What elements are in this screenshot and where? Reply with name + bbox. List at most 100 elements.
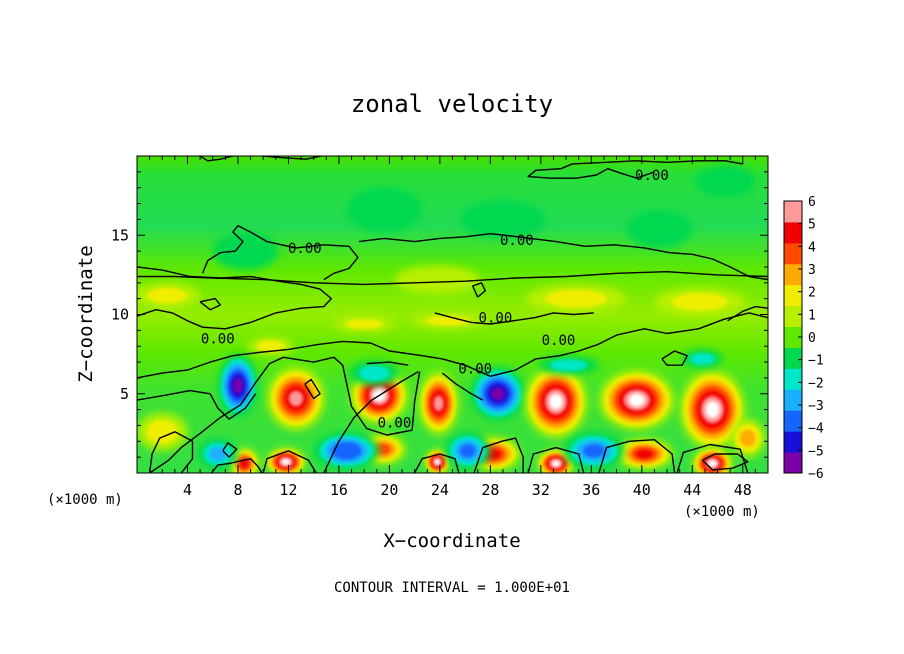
- x-axis-label: X−coordinate: [383, 530, 520, 552]
- colorbar-band: [784, 347, 802, 369]
- zero-contour-line: [199, 297, 221, 311]
- plot-area: 0.00 0.00 0.00 0.00 0.00 0.00 0.00 0.00: [137, 156, 768, 473]
- velocity-cell: [460, 200, 546, 239]
- zero-contour-line: [359, 233, 768, 281]
- cell-band: [146, 420, 178, 444]
- velocity-cell: [563, 431, 625, 470]
- colorbar-tick-label: −3: [808, 399, 824, 414]
- cell-band: [288, 390, 304, 407]
- contour-label: 0.00: [288, 241, 322, 257]
- colorbar-band: [784, 263, 802, 286]
- contour-label: 0.00: [458, 361, 492, 377]
- cell-band: [281, 458, 291, 465]
- x-tick-label: 48: [734, 481, 752, 499]
- colorbar-tick-label: 2: [808, 286, 816, 301]
- x-tick-label: 40: [633, 481, 651, 499]
- x-tick-label: 28: [481, 481, 499, 499]
- velocity-cell: [626, 209, 693, 248]
- cell-band: [694, 165, 756, 198]
- velocity-cell: [349, 360, 400, 386]
- x-tick-label: 16: [330, 481, 348, 499]
- cell-band: [705, 401, 720, 418]
- cell-band: [549, 359, 588, 372]
- velocity-cell: [524, 365, 588, 439]
- contour-label: 0.00: [635, 168, 669, 184]
- colorbar-band: [784, 452, 802, 474]
- zero-contour-line: [366, 361, 409, 366]
- contour-label: 0.00: [378, 415, 412, 431]
- x-tick-label: 20: [380, 481, 398, 499]
- cell-band: [549, 394, 563, 410]
- colorbar-band: [784, 305, 802, 328]
- colorbar-tick-label: 5: [808, 218, 816, 233]
- cell-band: [358, 365, 390, 381]
- velocity-cell: [692, 447, 733, 473]
- zero-contour-line: [304, 378, 321, 400]
- x-tick-label: 12: [279, 481, 297, 499]
- zero-contour-line: [473, 437, 524, 473]
- cell-band: [208, 446, 227, 462]
- colorbar-band: [784, 410, 802, 432]
- cell-band: [345, 319, 383, 329]
- zero-contour-line: [323, 370, 419, 473]
- colorbar-band: [784, 368, 802, 390]
- cell-band: [337, 445, 356, 457]
- cell-band: [476, 207, 530, 232]
- cell-band: [394, 265, 481, 294]
- colorbar-tick-label: −1: [808, 354, 824, 369]
- velocity-cell: [412, 312, 483, 329]
- contour-label: 0.00: [500, 233, 534, 249]
- cell-band: [583, 444, 605, 458]
- cell-band: [459, 444, 476, 458]
- footer-contour-interval: CONTOUR INTERVAL = 1.000E+01: [334, 580, 570, 596]
- x-unit-left: (×1000 m): [47, 492, 123, 508]
- zero-contour-line: [413, 453, 460, 473]
- x-tick-label: 32: [532, 481, 550, 499]
- y-tick-label: 15: [111, 226, 129, 244]
- cell-band: [671, 293, 728, 311]
- x-tick-label: 8: [233, 481, 242, 499]
- colorbar: 6 5 4 3 2 1 0 −1 −2 −3 −4 −5 −6: [783, 195, 824, 482]
- velocity-cell: [682, 349, 723, 369]
- velocity-cell: [694, 165, 756, 198]
- zero-contour-line: [727, 305, 768, 322]
- colorbar-band: [784, 389, 802, 411]
- zero-contour-line: [598, 439, 676, 473]
- colorbar-tick-label: 3: [808, 263, 816, 278]
- zero-contour-line: [199, 156, 234, 162]
- contour-labels: 0.00 0.00 0.00 0.00 0.00 0.00 0.00 0.00: [201, 168, 669, 431]
- cell-band: [636, 449, 653, 459]
- colorbar-tick-label: 1: [808, 308, 816, 323]
- y-axis: 5 10 15: [111, 171, 768, 458]
- velocity-cell: [346, 187, 423, 233]
- velocity-cell: [444, 431, 491, 470]
- zero-contours: [137, 156, 768, 473]
- colorbar-band: [784, 326, 802, 348]
- zero-contour-line: [676, 443, 749, 473]
- cell-band: [425, 315, 470, 326]
- cell-band: [147, 287, 188, 304]
- zero-contour-line: [137, 271, 768, 286]
- y-axis-label: Z−coordinate: [75, 245, 97, 382]
- x-tick-label: 36: [582, 481, 600, 499]
- colorbar-tick-label: −6: [808, 467, 824, 482]
- cell-band: [708, 460, 717, 467]
- zero-contour-line: [210, 458, 263, 473]
- cell-band: [545, 289, 608, 308]
- zero-contour-line: [148, 431, 194, 473]
- x-tick-label: 4: [183, 481, 192, 499]
- colorbar-band: [784, 221, 802, 244]
- zero-contour-line: [222, 442, 238, 458]
- cell-band: [689, 353, 715, 365]
- contour-label: 0.00: [479, 311, 513, 327]
- velocity-cell: [525, 284, 627, 313]
- velocity-cell: [137, 282, 201, 309]
- velocity-cell: [679, 369, 746, 450]
- cell-band: [433, 395, 444, 411]
- cell-band: [739, 429, 756, 447]
- y-tick-label: 5: [120, 385, 129, 403]
- colorbar-band: [784, 201, 802, 223]
- x-tick-label: 24: [431, 481, 449, 499]
- chart-title: zonal velocity: [351, 90, 553, 118]
